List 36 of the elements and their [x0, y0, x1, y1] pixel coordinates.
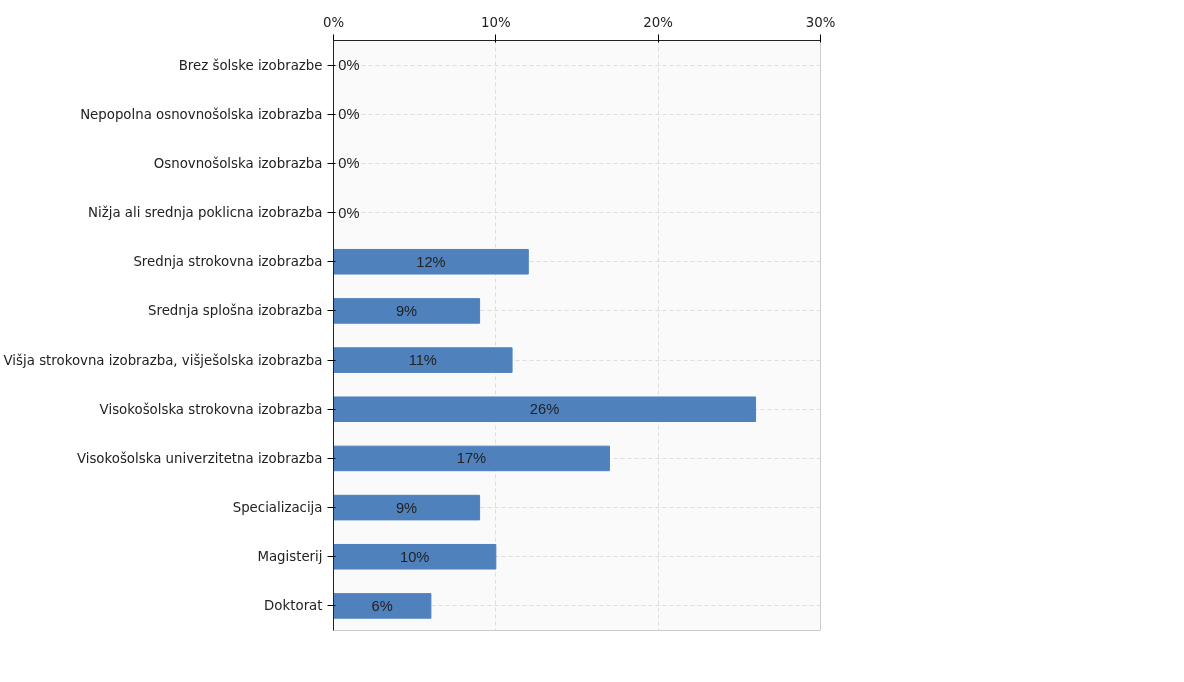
- data-label: 0%: [338, 106, 360, 123]
- bar: [333, 445, 610, 472]
- y-tick-label: Visokošolska strokovna izobrazba: [99, 401, 323, 417]
- y-tick-label: Brez šolske izobrazbe: [178, 57, 323, 73]
- y-tick-label: Srednja splošna izobrazba: [148, 303, 323, 319]
- bar: [333, 248, 529, 275]
- x-tick-label: 30%: [805, 14, 836, 30]
- x-tick-label: 0%: [322, 14, 345, 30]
- x-tick-label: 10%: [481, 14, 511, 30]
- data-label: 17%: [456, 450, 487, 467]
- bar: [333, 543, 497, 570]
- y-tick-label: Visokošolska univerzitetna izobrazba: [76, 450, 323, 466]
- bar: [333, 347, 513, 373]
- data-label: 0%: [338, 155, 360, 172]
- bar: [333, 298, 481, 324]
- data-label: 10%: [400, 548, 430, 565]
- y-tick-label: Specializacija: [232, 500, 323, 516]
- y-tick-label: Višja strokovna izobrazba, višješolska izobrazba: [3, 352, 323, 368]
- y-tick-label: Srednja strokovna izobrazba: [133, 254, 323, 270]
- y-tick-label: Magisterij: [257, 549, 323, 565]
- data-label: 9%: [395, 302, 418, 319]
- data-label: 0%: [338, 57, 360, 74]
- bar: [333, 494, 481, 521]
- y-tick-label: Doktorat: [264, 598, 323, 614]
- bar: [333, 396, 757, 423]
- data-label: 0%: [338, 204, 360, 221]
- data-label: 12%: [416, 253, 446, 270]
- data-label: 11%: [408, 352, 437, 369]
- data-label: 26%: [529, 401, 560, 418]
- data-label: 6%: [371, 597, 393, 614]
- data-label: 9%: [395, 499, 418, 516]
- x-tick-label: 20%: [643, 14, 673, 30]
- bar: [333, 593, 432, 619]
- y-tick-label: Nižja ali srednja poklicna izobrazba: [88, 205, 323, 221]
- y-tick-label: Osnovnošolska izobrazba: [153, 155, 323, 171]
- y-tick-label: Nepopolna osnovnošolska izobrazba: [80, 106, 323, 122]
